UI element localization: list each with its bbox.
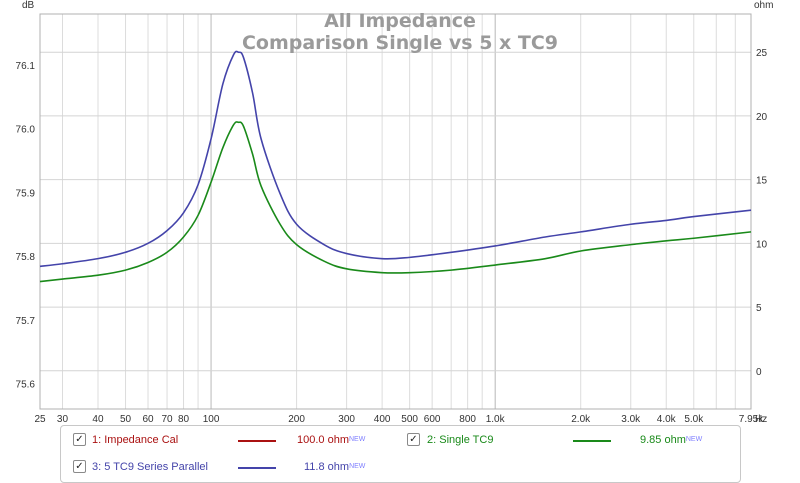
right-tick-label: 10	[756, 239, 768, 250]
left-tick-label: 76.1	[16, 61, 36, 72]
left-tick-label: 75.6	[16, 380, 36, 391]
legend-label-single-tc9: 2: Single TC9	[427, 434, 494, 446]
legend-checkbox-single-tc9[interactable]: ✓	[407, 433, 420, 446]
left-tick-label: 75.9	[16, 188, 36, 199]
x-tick-label: 800	[459, 414, 476, 425]
x-tick-label: 600	[424, 414, 441, 425]
left-axis-unit: dB	[22, 0, 35, 11]
x-tick-label: 25	[34, 414, 46, 425]
right-tick-label: 25	[756, 48, 768, 59]
x-tick-label: 70	[161, 414, 173, 425]
legend-line-impedance-cal	[238, 440, 276, 442]
x-gridlines	[61, 14, 736, 409]
x-tick-label: 80	[178, 414, 190, 425]
new-tag: NEW	[348, 436, 366, 443]
x-tick-label: 300	[338, 414, 355, 425]
left-tick-labels: 75.6 75.7 75.8 75.9 76.0 76.1	[16, 61, 36, 391]
legend-value-text: 9.85 ohm	[640, 434, 686, 446]
chart-subtitle: Comparison Single vs 5 x TC9	[241, 32, 559, 54]
right-axis-unit: ohm	[754, 0, 773, 11]
legend-value-impedance-cal: 100.0 ohmNEW	[297, 433, 365, 447]
x-tick-label: 100	[203, 414, 220, 425]
x-tick-label: 40	[92, 414, 104, 425]
series-line-2	[39, 121, 752, 283]
new-tag: NEW	[685, 436, 703, 443]
x-tick-label: 50	[120, 414, 132, 425]
series-layer	[39, 50, 752, 283]
right-tick-label: 0	[756, 367, 762, 378]
chart-title: All Impedance	[324, 10, 476, 32]
x-tick-label: 400	[374, 414, 391, 425]
legend-value-single-tc9: 9.85 ohmNEW	[640, 433, 702, 447]
legend-value-5-tc9: 11.8 ohmNEW	[304, 460, 365, 474]
series-line-3	[39, 50, 752, 268]
legend-value-text: 100.0 ohm	[297, 434, 349, 446]
legend-value-text: 11.8 ohm	[304, 461, 350, 473]
x-tick-label: 7.95k	[739, 414, 764, 425]
legend: ✓ 1: Impedance Cal 100.0 ohmNEW ✓ 2: Sin…	[60, 425, 741, 483]
legend-line-5-tc9	[238, 467, 276, 469]
x-axis-unit: Hz	[755, 414, 767, 425]
right-tick-label: 5	[756, 303, 762, 314]
y-gridlines	[40, 51, 751, 372]
x-tick-label: 30	[57, 414, 69, 425]
plot-frame	[39, 13, 752, 410]
x-tick-label: 500	[401, 414, 418, 425]
x-tick-label: 3.0k	[621, 414, 641, 425]
legend-label-5-tc9: 3: 5 TC9 Series Parallel	[92, 461, 208, 473]
x-tick-label: 2.0k	[571, 414, 591, 425]
legend-checkbox-5-tc9[interactable]: ✓	[73, 460, 86, 473]
x-tick-label: 4.0k	[657, 414, 677, 425]
x-tick-label: 60	[142, 414, 154, 425]
right-tick-labels: 0 5 10 15 20 25	[756, 48, 768, 378]
x-tick-label: 1.0k	[486, 414, 506, 425]
legend-checkbox-impedance-cal[interactable]: ✓	[73, 433, 86, 446]
right-tick-label: 15	[756, 176, 768, 187]
new-tag: NEW	[349, 463, 366, 470]
x-tick-label: 5.0k	[684, 414, 704, 425]
left-tick-label: 75.8	[16, 252, 36, 263]
x-tick-label: 200	[288, 414, 305, 425]
legend-label-impedance-cal: 1: Impedance Cal	[92, 434, 179, 446]
left-tick-label: 76.0	[16, 125, 36, 136]
right-tick-label: 20	[756, 112, 768, 123]
x-tick-labels: 25 30 40 50 60 70 80 100 200 300 400 500 600 800 1.0k 2…	[34, 414, 764, 425]
legend-line-single-tc9	[573, 440, 611, 442]
left-tick-label: 75.7	[16, 316, 36, 327]
